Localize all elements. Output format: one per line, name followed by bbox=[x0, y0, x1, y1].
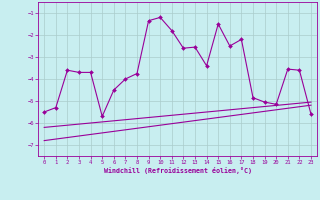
X-axis label: Windchill (Refroidissement éolien,°C): Windchill (Refroidissement éolien,°C) bbox=[104, 167, 252, 174]
